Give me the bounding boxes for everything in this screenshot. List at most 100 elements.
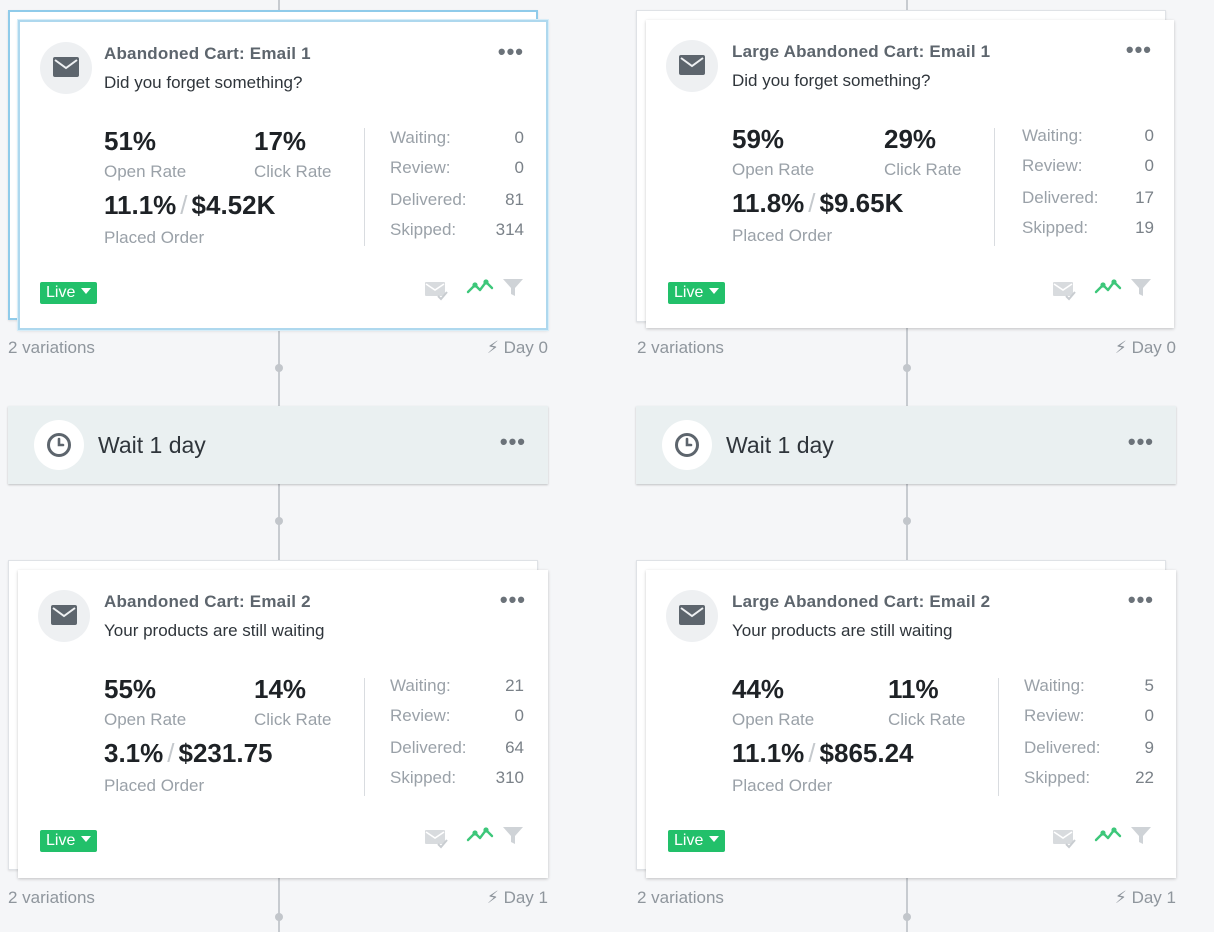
tracking-icon[interactable] [466,826,494,844]
click-rate-value: 29% [884,124,937,154]
caret-down-icon [709,836,720,842]
wait-step[interactable]: Wait 1 day ••• [636,406,1176,484]
email-card[interactable]: Large Abandoned Cart: Email 2 Your produ… [646,570,1176,878]
tracking-icon[interactable] [466,278,494,296]
placed-order-value: 11.1% / $4.52K [104,190,275,221]
email-title[interactable]: Abandoned Cart: Email 2 [104,592,311,611]
day-label: ⚡︎ Day 0 [460,338,548,358]
variations-count[interactable]: 2 variations [8,888,95,907]
review-count: 0 [1144,706,1154,725]
clock-icon-badge [34,420,84,470]
connector-dot [903,364,911,372]
wait-label: Wait 1 day [98,432,206,458]
placed-order-value: 3.1% / $231.75 [104,738,272,769]
click-rate-value: 11% [888,674,939,704]
smart-sending-icon[interactable] [1052,828,1078,850]
clock-icon [47,433,71,457]
live-status-dropdown[interactable]: Live [40,830,98,852]
smart-sending-icon[interactable] [424,280,450,302]
waiting-label: Waiting: [390,128,451,147]
caret-down-icon [81,836,92,842]
waiting-count: 21 [505,676,524,695]
stats-divider [364,678,365,796]
placed-order-rate: 3.1% [104,738,164,768]
email-icon [51,605,77,625]
variations-count[interactable]: 2 variations [637,338,724,357]
waiting-count: 0 [1144,126,1154,145]
variations-count[interactable]: 2 variations [637,888,724,907]
status-label: Live [46,284,76,301]
delivered-count: 17 [1135,188,1154,207]
filter-icon[interactable] [1130,826,1152,846]
tracking-icon[interactable] [1094,278,1122,296]
skipped-count: 310 [495,768,524,787]
lightning-icon: ⚡︎ [1114,338,1127,357]
click-rate-label: Click Rate [254,710,332,729]
open-rate-label: Open Rate [104,162,187,181]
live-status-dropdown[interactable]: Live [668,282,726,304]
wait-step[interactable]: Wait 1 day ••• [8,406,548,484]
connector-dot [275,913,283,921]
email-icon-badge [38,590,90,642]
review-count: 0 [514,706,524,725]
card-menu-button[interactable]: ••• [1125,37,1152,62]
email-card[interactable]: Large Abandoned Cart: Email 1 Did you fo… [646,20,1174,328]
email-title[interactable]: Large Abandoned Cart: Email 2 [732,592,991,611]
delivered-label: Delivered: [390,738,467,757]
tracking-icon[interactable] [1094,826,1122,844]
email-title[interactable]: Large Abandoned Cart: Email 1 [732,42,991,61]
clock-icon [675,433,699,457]
email-icon-badge [666,40,718,92]
card-menu-button[interactable]: ••• [1127,587,1154,612]
email-icon-badge [40,42,92,94]
open-rate-label: Open Rate [732,160,815,179]
email-title[interactable]: Abandoned Cart: Email 1 [104,44,311,63]
email-subject: Your products are still waiting [732,621,953,640]
click-rate-label: Click Rate [254,162,332,181]
caret-down-icon [709,288,720,294]
card-menu-button[interactable]: ••• [499,587,526,612]
wait-menu-button[interactable]: ••• [499,429,526,454]
card-menu-button[interactable]: ••• [497,39,524,64]
filter-icon[interactable] [502,278,524,298]
live-status-dropdown[interactable]: Live [40,282,98,304]
skipped-label: Skipped: [1022,218,1089,237]
delivered-count: 64 [505,738,524,757]
placed-order-rate: 11.1% [732,738,805,768]
day-label: ⚡︎ Day 0 [1088,338,1176,358]
email-card[interactable]: Abandoned Cart: Email 2 Your products ar… [18,570,548,878]
click-rate-label: Click Rate [888,710,966,729]
placed-order-rate: 11.8% [732,188,805,218]
waiting-label: Waiting: [390,676,451,695]
smart-sending-icon[interactable] [1052,280,1078,302]
day-value: Day 1 [503,888,548,907]
open-rate-label: Open Rate [732,710,815,729]
value-separator: / [180,190,188,220]
click-rate-value: 17% [254,126,307,156]
filter-icon[interactable] [502,826,524,846]
email-icon [679,55,705,75]
filter-icon[interactable] [1130,278,1152,298]
waiting-count: 0 [514,128,524,147]
review-label: Review: [1024,706,1085,725]
skipped-count: 19 [1135,218,1154,237]
wait-menu-button[interactable]: ••• [1127,429,1154,454]
variations-count[interactable]: 2 variations [8,338,95,357]
smart-sending-icon[interactable] [424,828,450,850]
lightning-icon: ⚡︎ [1114,888,1127,907]
click-rate-value: 14% [254,674,307,704]
caret-down-icon [81,288,92,294]
open-rate-value: 59% [732,124,785,154]
value-separator: / [808,188,816,218]
placed-order-label: Placed Order [104,776,205,795]
waiting-label: Waiting: [1024,676,1085,695]
email-card[interactable]: Abandoned Cart: Email 1 Did you forget s… [18,20,548,330]
placed-order-revenue: $231.75 [178,738,273,768]
live-status-dropdown[interactable]: Live [668,830,726,852]
open-rate-value: 51% [104,126,157,156]
email-icon [53,57,79,77]
review-label: Review: [390,706,451,725]
waiting-label: Waiting: [1022,126,1083,145]
skipped-label: Skipped: [390,768,457,787]
placed-order-label: Placed Order [732,776,833,795]
